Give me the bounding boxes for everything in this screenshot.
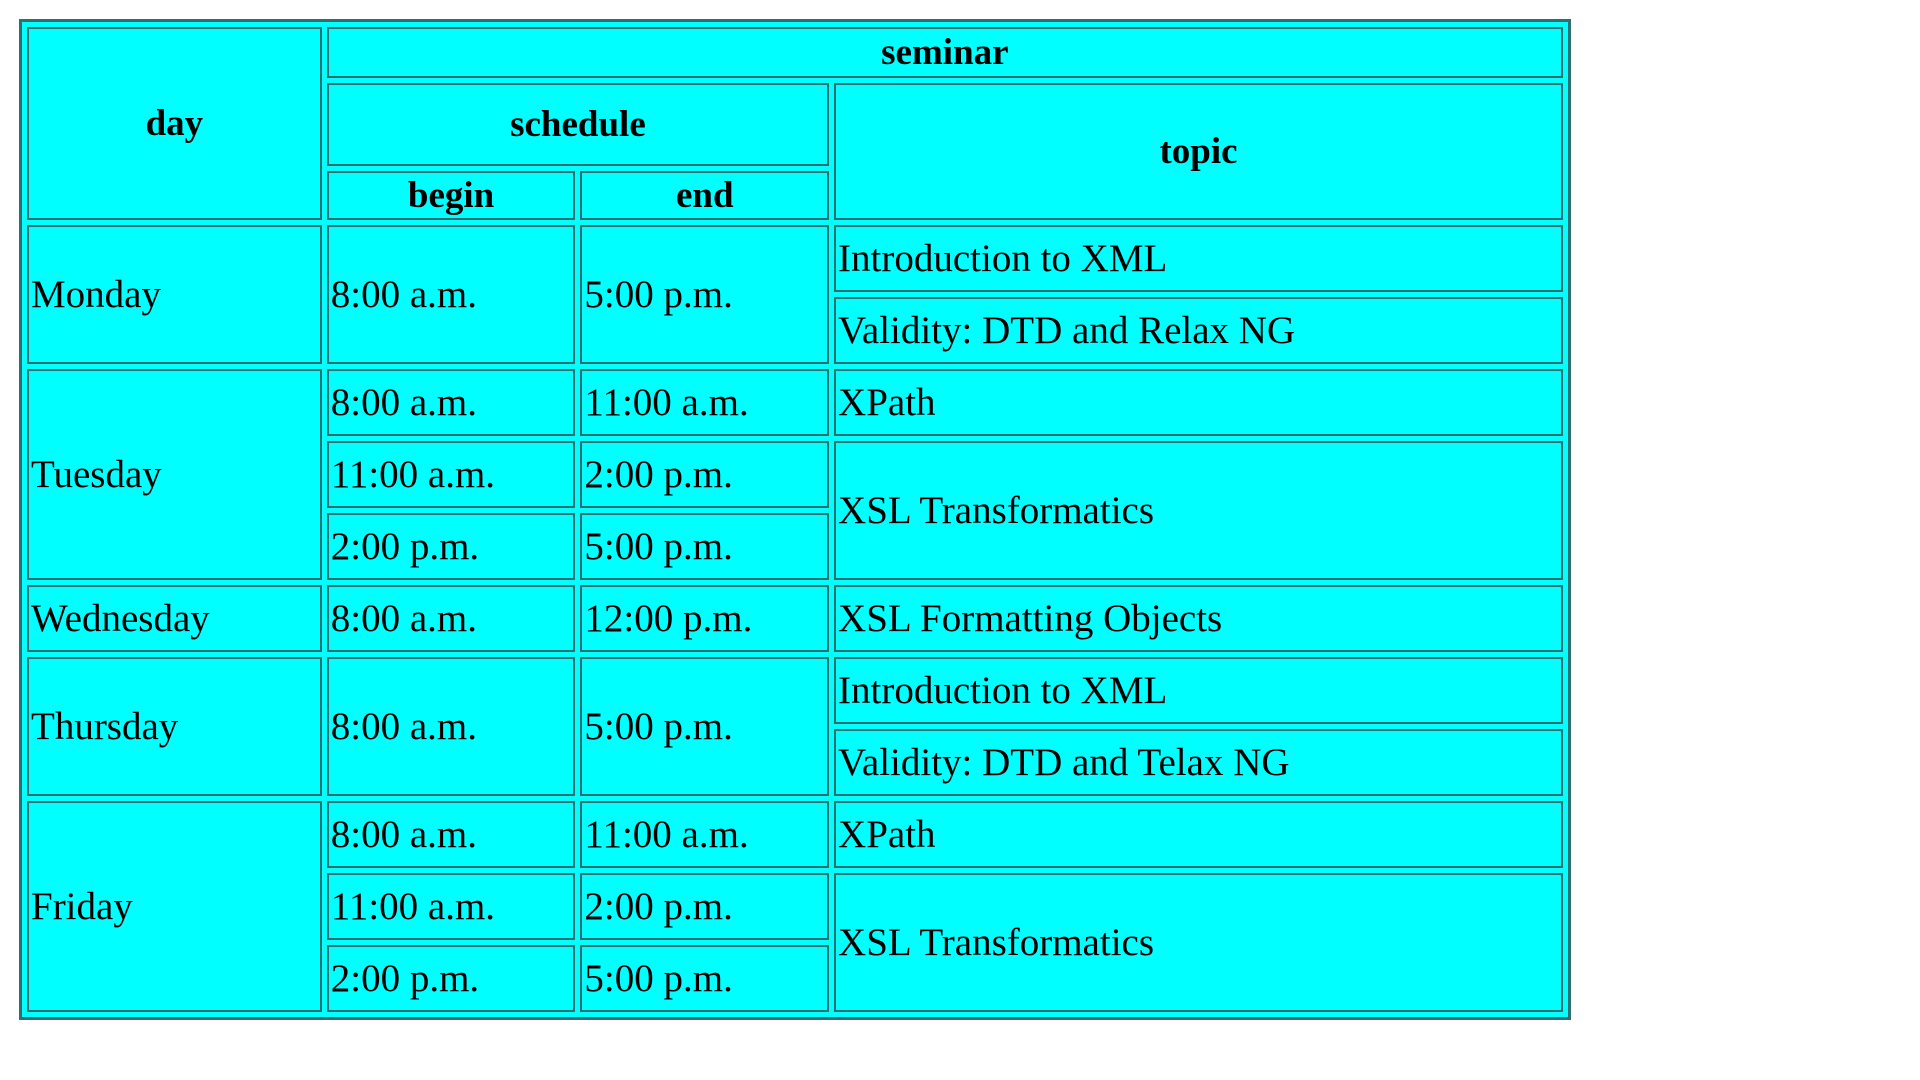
topic-cell: Introduction to XML [834,225,1563,292]
begin-cell: 11:00 a.m. [326,441,576,508]
topic-cell: XPath [834,369,1563,436]
table-row: Friday 8:00 a.m. 11:00 a.m. XPath [27,801,1563,1012]
day-header: day [27,27,322,220]
day-cell-tuesday: Tuesday [27,369,322,580]
header-row-3: begin end [27,171,1563,220]
table-row: 11:00 a.m. 2:00 p.m. XSL Transformatics [27,873,1563,1012]
table-row: Thursday 8:00 a.m. 5:00 p.m. Introductio… [27,657,1563,796]
end-cell: 5:00 p.m. [580,513,830,580]
topic-cell: Validity: DTD and Relax NG [834,297,1563,364]
table-row: 2:00 p.m. 5:00 p.m. [27,945,1563,1012]
begin-cell: 8:00 a.m. [326,369,576,436]
page: day seminar schedule topic begin end Mon… [19,19,1571,1020]
begin-cell: 8:00 a.m. [326,801,576,868]
begin-header: begin [326,171,576,220]
seminar-header: seminar [326,27,1563,78]
begin-cell: 8:00 a.m. [326,225,576,364]
table-row: 11:00 a.m. 2:00 p.m. XSL Transformatics [27,441,1563,580]
topic-cell: XSL Transformatics [834,441,1563,580]
begin-cell: 11:00 a.m. [326,873,576,940]
header-row-2: schedule topic [27,83,1563,220]
end-cell: 11:00 a.m. [580,369,830,436]
table-row: 2:00 p.m. 5:00 p.m. [27,513,1563,580]
day-cell-friday: Friday [27,801,322,1012]
end-cell: 12:00 p.m. [580,585,830,652]
topic-cell: Introduction to XML [834,657,1563,724]
end-cell: 5:00 p.m. [580,225,830,364]
table-row: Validity: DTD and Relax NG [27,297,1563,364]
topic-header: topic [834,83,1563,220]
begin-cell: 8:00 a.m. [326,657,576,796]
end-cell: 5:00 p.m. [580,657,830,796]
table-row: Wednesday 8:00 a.m. 12:00 p.m. XSL Forma… [27,585,1563,652]
end-cell: 2:00 p.m. [580,873,830,940]
begin-cell: 8:00 a.m. [326,585,576,652]
topic-cell: XPath [834,801,1563,868]
topic-cell: XSL Transformatics [834,873,1563,1012]
day-cell-thursday: Thursday [27,657,322,796]
schedule-header: schedule [326,83,830,166]
day-cell-monday: Monday [27,225,322,364]
end-cell: 2:00 p.m. [580,441,830,508]
end-cell: 11:00 a.m. [580,801,830,868]
seminar-schedule-table: day seminar schedule topic begin end Mon… [19,19,1571,1020]
end-header: end [580,171,830,220]
begin-cell: 2:00 p.m. [326,513,576,580]
table-row: Monday 8:00 a.m. 5:00 p.m. Introduction … [27,225,1563,364]
begin-cell: 2:00 p.m. [326,945,576,1012]
header-row-1: day seminar [27,27,1563,220]
table-row: Validity: DTD and Telax NG [27,729,1563,796]
end-cell: 5:00 p.m. [580,945,830,1012]
topic-cell: Validity: DTD and Telax NG [834,729,1563,796]
day-cell-wednesday: Wednesday [27,585,322,652]
table-row: Tuesday 8:00 a.m. 11:00 a.m. XPath [27,369,1563,580]
topic-cell: XSL Formatting Objects [834,585,1563,652]
